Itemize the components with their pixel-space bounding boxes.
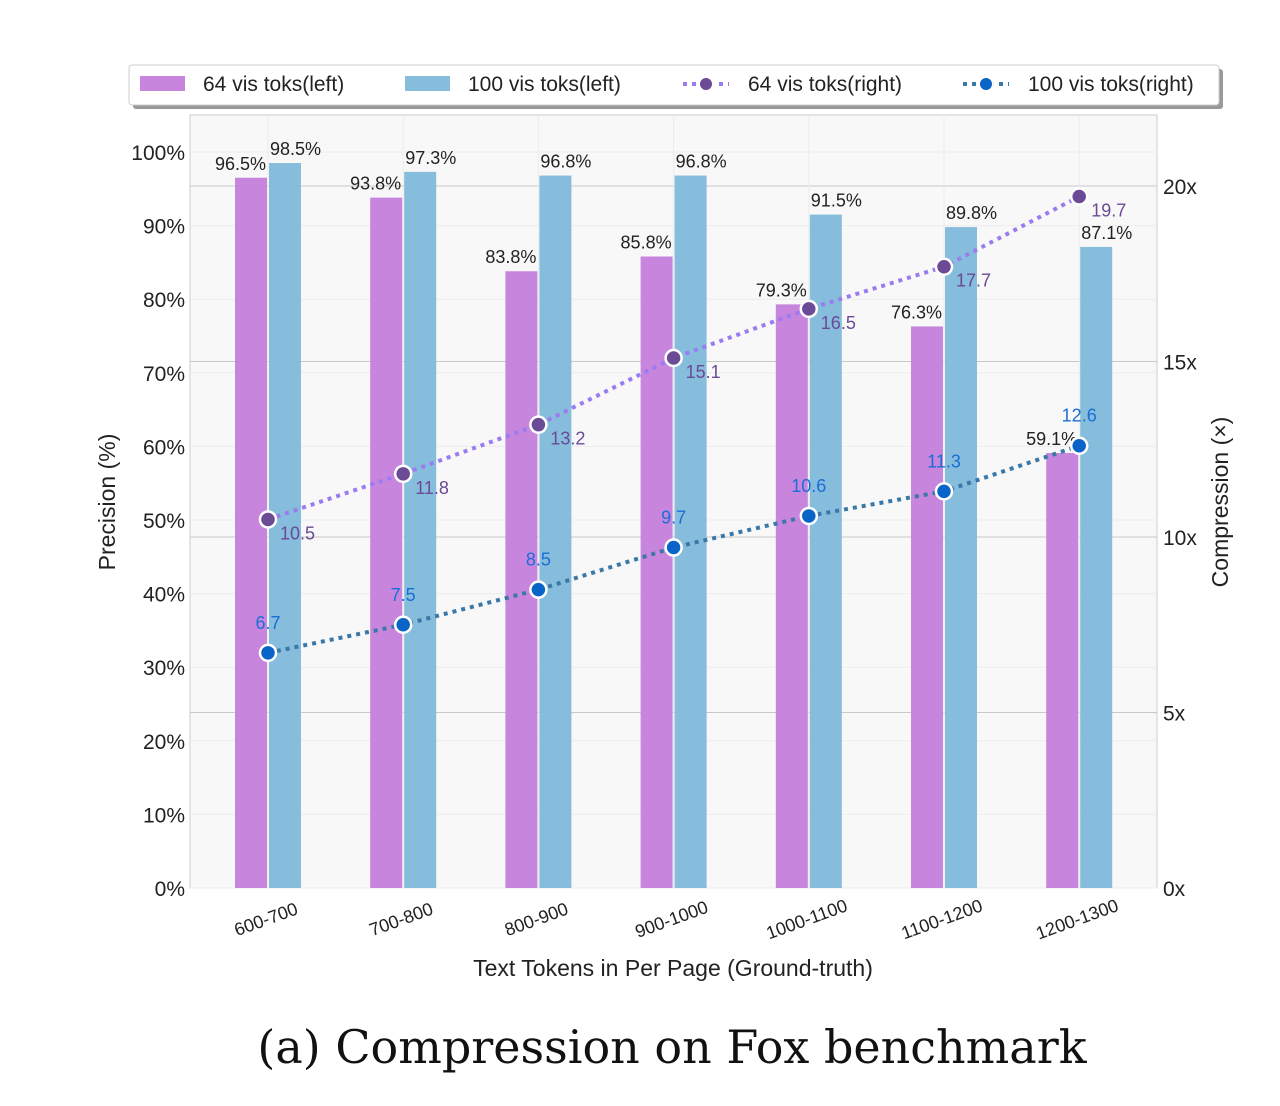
series-point: [934, 482, 954, 501]
y-right-tick-label: 0x: [1163, 878, 1186, 901]
point-label: 11.3: [927, 451, 961, 471]
bar-label: 89.8%: [946, 203, 997, 223]
x-tick-label: 600-700: [231, 899, 300, 940]
bar-label: 96.5%: [215, 154, 266, 174]
point-label: 17.7: [956, 271, 991, 291]
chart: 96.5% 93.8% 83.8% 85.8% 79.3% 76.3% 59.1% 98.5%…: [94, 64, 1233, 981]
point-label: 6.7: [255, 613, 280, 633]
y-axis-right-label: Compression (×): [1207, 417, 1233, 588]
bar: [945, 227, 977, 888]
bar: [775, 304, 808, 888]
x-tick-label: 1200-1300: [1033, 895, 1121, 943]
figure-caption: (a) Compression on Fox benchmark: [257, 1020, 1087, 1074]
point-label: 13.2: [550, 429, 585, 449]
series-point: [258, 643, 278, 663]
x-tick-label: 1100-1200: [899, 895, 985, 943]
y-tick-label: 30%: [143, 657, 185, 680]
bar-label: 76.3%: [891, 302, 942, 322]
series-point: [934, 257, 954, 276]
bar-label: 79.3%: [756, 280, 807, 300]
bar: [235, 177, 267, 888]
legend-label: 100 vis toks(right): [1028, 73, 1194, 96]
bar-label: 93.8%: [350, 174, 401, 194]
bar: [911, 326, 943, 888]
x-tick-label: 800-900: [502, 899, 571, 940]
bar: [674, 175, 707, 888]
bar-label: 59.1%: [1026, 429, 1077, 449]
series-point: [1069, 187, 1089, 206]
series-point: [799, 506, 819, 526]
point-label: 15.1: [686, 362, 721, 382]
point-label: 11.8: [415, 478, 449, 498]
bar: [809, 214, 842, 888]
y-tick-label: 40%: [143, 584, 185, 607]
legend-marker: [978, 76, 994, 92]
bar: [505, 271, 538, 888]
y-tick-label: 90%: [143, 216, 185, 239]
bar-label: 96.8%: [676, 152, 727, 172]
legend: 64 vis toks(left) 100 vis toks(left) 64 vi…: [128, 64, 1223, 109]
bar: [1046, 453, 1079, 888]
point-label: 10.5: [280, 523, 315, 543]
legend-marker: [698, 76, 714, 92]
series-point: [799, 299, 819, 319]
bar-label: 97.3%: [405, 148, 456, 168]
point-label: 12.6: [1062, 406, 1097, 426]
series-point: [664, 348, 683, 368]
bar: [370, 197, 403, 888]
y-tick-label: 100%: [131, 142, 185, 165]
y-tick-label: 60%: [143, 436, 185, 459]
bar-label: 98.5%: [270, 139, 321, 159]
series-point: [393, 615, 413, 634]
legend-box: [128, 64, 1220, 106]
y-right-tick-label: 20x: [1163, 176, 1197, 199]
point-label: 19.7: [1091, 201, 1126, 221]
bar: [1080, 246, 1113, 889]
x-axis-label: Text Tokens in Per Page (Ground-truth): [473, 955, 873, 981]
legend-swatch: [140, 76, 185, 91]
bar-label: 96.8%: [540, 152, 591, 172]
legend-label: 64 vis toks(right): [748, 73, 902, 96]
y-axis-label: Precision (%): [94, 434, 120, 571]
point-label: 9.7: [661, 508, 686, 528]
legend-label: 64 vis toks(left): [203, 73, 344, 96]
bar-label: 85.8%: [621, 233, 672, 253]
bar-label: 91.5%: [811, 191, 862, 211]
y-right-tick-label: 15x: [1163, 352, 1197, 375]
legend-swatch: [405, 76, 450, 91]
legend-label: 100 vis toks(left): [468, 73, 621, 96]
point-label: 7.5: [391, 585, 416, 605]
series-point: [258, 510, 278, 529]
y-tick-label: 50%: [143, 510, 185, 533]
y-tick-label: 10%: [143, 804, 185, 827]
y-right-tick-label: 5x: [1163, 703, 1186, 726]
point-label: 16.5: [821, 313, 856, 333]
y-tick-label: 0%: [155, 878, 185, 901]
y-tick-label: 20%: [143, 731, 185, 754]
y-tick-label: 80%: [143, 289, 185, 312]
series-point: [664, 538, 683, 557]
bar-label: 83.8%: [485, 247, 536, 267]
bar: [404, 171, 437, 888]
y-tick-label: 70%: [143, 363, 185, 386]
bar-label: 87.1%: [1081, 223, 1132, 243]
series-point: [393, 464, 413, 484]
point-label: 8.5: [526, 550, 551, 570]
bar: [539, 175, 572, 888]
series-point: [529, 580, 548, 599]
series-point: [1069, 436, 1089, 455]
x-tick-label: 900-1000: [632, 897, 710, 942]
point-label: 10.6: [791, 476, 826, 496]
x-tick-label: 700-800: [367, 899, 436, 940]
y-right-tick-label: 10x: [1163, 527, 1197, 550]
series-point: [529, 415, 548, 434]
x-tick-label: 1000-1100: [764, 895, 850, 943]
